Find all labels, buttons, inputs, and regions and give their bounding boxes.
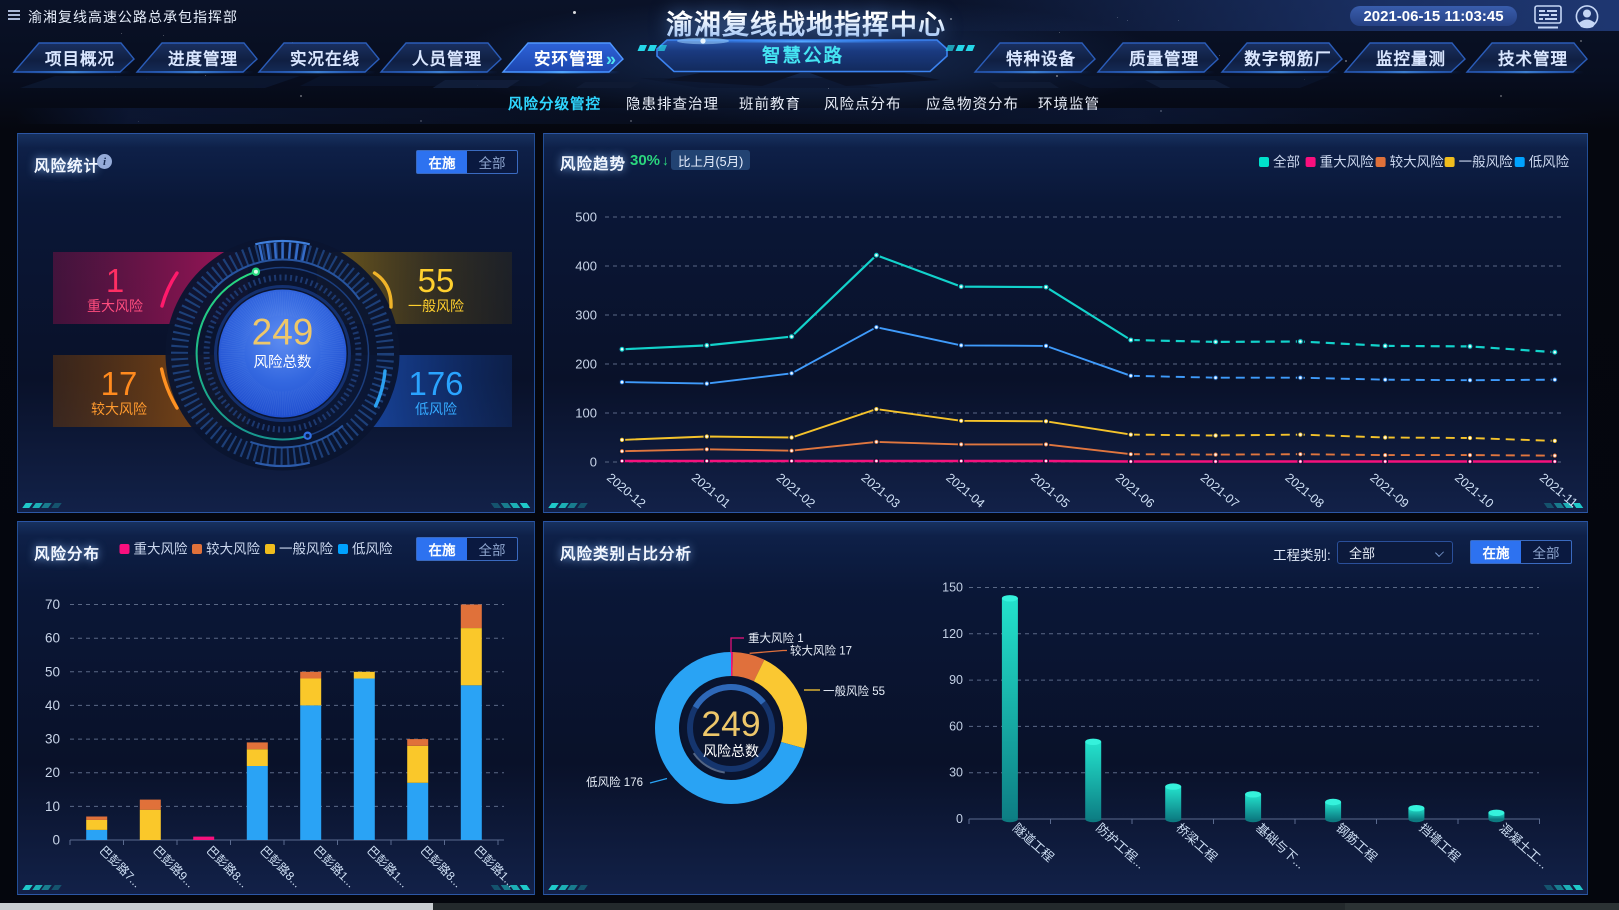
svg-text:249: 249 [701, 704, 760, 744]
svg-text:隧道工程: 隧道工程 [1010, 820, 1058, 865]
svg-text:2021-04: 2021-04 [943, 471, 987, 511]
svg-text:2021-01: 2021-01 [689, 471, 733, 511]
svg-text:一般风险: 一般风险 [408, 298, 464, 314]
svg-text:项目概况: 项目概况 [45, 49, 115, 69]
svg-text:较大风险: 较大风险 [91, 401, 147, 417]
svg-text:巴彭路7...: 巴彭路7... [97, 843, 145, 891]
svg-text:低风险: 低风险 [1529, 155, 1570, 170]
svg-text:2021-02: 2021-02 [774, 471, 818, 511]
svg-text:全部: 全部 [1273, 154, 1300, 170]
svg-text:一般风险: 一般风险 [1459, 155, 1513, 170]
svg-text:17: 17 [101, 365, 138, 402]
svg-text:桥梁工程: 桥梁工程 [1173, 820, 1221, 865]
svg-text:较大风险: 较大风险 [1390, 155, 1444, 170]
svg-text:巴彭路8...: 巴彭路8... [257, 843, 305, 891]
svg-text:重大风险: 重大风险 [1320, 155, 1374, 170]
svg-text:400: 400 [575, 259, 597, 274]
svg-text:10: 10 [45, 799, 60, 814]
svg-text:70: 70 [45, 597, 60, 612]
svg-text:2021-06: 2021-06 [1113, 471, 1157, 511]
svg-text:较大风险 17: 较大风险 17 [790, 644, 852, 658]
svg-text:技术管理: 技术管理 [1498, 49, 1568, 69]
svg-text:安环管理: 安环管理 [534, 49, 604, 69]
svg-text:智慧公路: 智慧公路 [762, 45, 844, 66]
svg-text:150: 150 [942, 581, 963, 595]
svg-text:200: 200 [575, 357, 597, 372]
svg-text:50: 50 [45, 664, 60, 679]
svg-text:一般风险 55: 一般风险 55 [823, 684, 885, 698]
svg-text:2021-09: 2021-09 [1367, 471, 1411, 511]
svg-text:2021-03: 2021-03 [858, 471, 902, 511]
svg-text:120: 120 [942, 627, 963, 641]
svg-text:钢筋工程: 钢筋工程 [1333, 820, 1381, 865]
svg-text:实况在线: 实况在线 [290, 49, 360, 69]
svg-text:低风险: 低风险 [352, 542, 393, 557]
svg-text:60: 60 [949, 719, 963, 733]
svg-text:0: 0 [590, 455, 597, 470]
svg-text:巴彭路8...: 巴彭路8... [418, 843, 466, 891]
svg-text:低风险: 低风险 [415, 401, 457, 417]
svg-text:2021-05: 2021-05 [1028, 471, 1072, 511]
svg-text:2021-08: 2021-08 [1282, 471, 1326, 511]
svg-text:249: 249 [252, 312, 314, 353]
svg-text:一般风险: 一般风险 [279, 542, 333, 557]
svg-text:30: 30 [949, 766, 963, 780]
svg-text:55: 55 [418, 262, 455, 299]
svg-text:巴彭路9...: 巴彭路9... [150, 843, 198, 891]
svg-text:90: 90 [949, 673, 963, 687]
svg-text:2021-10: 2021-10 [1452, 471, 1496, 511]
svg-text:人员管理: 人员管理 [412, 49, 482, 69]
svg-text:2021-07: 2021-07 [1198, 471, 1242, 511]
svg-text:监控量测: 监控量测 [1376, 49, 1446, 69]
svg-text:»: » [606, 50, 616, 70]
svg-text:风险总数: 风险总数 [254, 354, 312, 371]
svg-text:低风险 176: 低风险 176 [586, 775, 643, 789]
svg-text:176: 176 [408, 365, 463, 402]
svg-text:巴彭路1...: 巴彭路1... [364, 843, 412, 891]
svg-text:20: 20 [45, 765, 60, 780]
svg-text:巴彭路1...: 巴彭路1... [311, 843, 359, 891]
svg-text:500: 500 [575, 210, 597, 225]
svg-text:重大风险: 重大风险 [87, 298, 143, 314]
svg-text:巴彭路1...: 巴彭路1... [471, 843, 519, 891]
svg-text:1: 1 [106, 262, 124, 299]
svg-text:300: 300 [575, 308, 597, 323]
svg-text:巴彭路8...: 巴彭路8... [204, 843, 252, 891]
svg-text:2020-12: 2020-12 [604, 471, 648, 511]
svg-text:60: 60 [45, 631, 60, 646]
svg-text:重大风险: 重大风险 [134, 542, 188, 557]
svg-text:100: 100 [575, 406, 597, 421]
svg-text:特种设备: 特种设备 [1006, 49, 1076, 69]
svg-text:较大风险: 较大风险 [206, 542, 260, 557]
svg-text:0: 0 [52, 833, 60, 848]
svg-text:0: 0 [956, 812, 963, 826]
svg-text:质量管理: 质量管理 [1129, 49, 1199, 69]
svg-text:防护工程...: 防护工程... [1093, 820, 1148, 872]
svg-text:2021-11: 2021-11 [1537, 471, 1580, 511]
svg-text:基础与下...: 基础与下... [1253, 821, 1307, 872]
svg-text:数字钢筋厂: 数字钢筋厂 [1244, 49, 1332, 69]
svg-text:混凝土工...: 混凝土工... [1496, 820, 1551, 872]
svg-text:风险总数: 风险总数 [703, 743, 759, 759]
svg-text:30: 30 [45, 732, 60, 747]
svg-text:重大风险 1: 重大风险 1 [748, 631, 804, 645]
svg-text:进度管理: 进度管理 [168, 49, 238, 69]
svg-text:40: 40 [45, 698, 60, 713]
svg-text:挡墙工程: 挡墙工程 [1416, 820, 1464, 865]
